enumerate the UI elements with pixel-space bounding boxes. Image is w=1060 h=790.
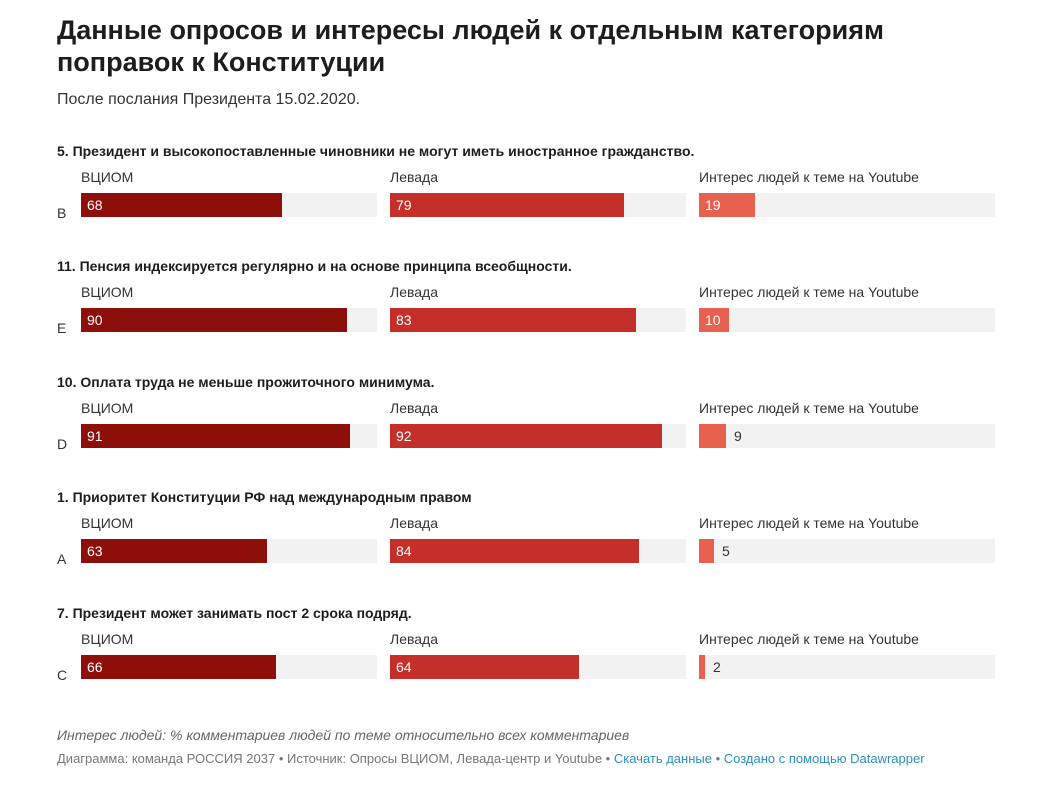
bar-track: 79 (390, 193, 686, 217)
column-label: Интерес людей к теме на Youtube (699, 169, 919, 185)
question-title: 5. Президент и высокопоставленные чиновн… (57, 143, 695, 159)
bar-track: 91 (81, 424, 377, 448)
column-label: Интерес людей к теме на Youtube (699, 400, 919, 416)
question-title: 1. Приоритет Конституции РФ над междунар… (57, 489, 472, 505)
footer-separator: • (711, 751, 724, 766)
bar-track: 19 (699, 193, 995, 217)
bar-vciom (81, 424, 350, 448)
question-group: 11. Пенсия индексируется регулярно и на … (57, 258, 1017, 358)
bar-youtube (699, 539, 714, 563)
chart-subtitle: После послания Президента 15.02.2020. (57, 91, 361, 108)
bar-youtube (699, 308, 729, 332)
bar-value-label: 10 (705, 312, 721, 328)
bar-value-label: 91 (87, 428, 103, 444)
bar-track: 63 (81, 539, 377, 563)
bar-track: 64 (390, 655, 686, 679)
bar-value-label: 79 (396, 197, 412, 213)
bar-value-label: 90 (87, 312, 103, 328)
column-label: ВЦИОМ (81, 400, 134, 416)
bar-value-label: 64 (396, 659, 412, 675)
question-title: 10. Оплата труда не меньше прожиточного … (57, 374, 435, 390)
column-label: Интерес людей к теме на Youtube (699, 284, 919, 300)
chart-title: Данные опросов и интересы людей к отдель… (57, 15, 884, 77)
column-vciom: ВЦИОМ 66 (81, 631, 377, 691)
bar-track: 5 (699, 539, 995, 563)
column-youtube: Интерес людей к теме на Youtube 5 (699, 515, 995, 575)
column-youtube: Интерес людей к теме на Youtube 9 (699, 400, 995, 460)
column-label: Левада (390, 284, 438, 300)
column-levada: Левада 79 (390, 169, 686, 229)
bar-value-label: 66 (87, 659, 103, 675)
question-group: 7. Президент может занимать пост 2 срока… (57, 605, 1017, 705)
bar-levada (390, 308, 636, 332)
bar-track: 90 (81, 308, 377, 332)
bar-vciom (81, 193, 282, 217)
source-text: Диаграмма: команда РОССИЯ 2037 • Источни… (57, 751, 614, 766)
question-title: 11. Пенсия индексируется регулярно и на … (57, 258, 572, 274)
bar-track: 83 (390, 308, 686, 332)
column-label: ВЦИОМ (81, 284, 134, 300)
row-label: A (57, 551, 67, 567)
column-label: Интерес людей к теме на Youtube (699, 515, 919, 531)
row-label: C (57, 667, 68, 683)
column-vciom: ВЦИОМ 91 (81, 400, 377, 460)
bar-track: 10 (699, 308, 995, 332)
bar-value-label: 2 (713, 659, 721, 675)
column-label: Левада (390, 400, 438, 416)
bar-value-label: 19 (705, 197, 721, 213)
column-label: Левада (390, 169, 438, 185)
bar-value-label: 83 (396, 312, 412, 328)
bar-track: 92 (390, 424, 686, 448)
bar-track: 66 (81, 655, 377, 679)
question-group: 1. Приоритет Конституции РФ над междунар… (57, 489, 1017, 589)
bar-vciom (81, 308, 347, 332)
row-label: D (57, 436, 68, 452)
column-youtube: Интерес людей к теме на Youtube 19 (699, 169, 995, 229)
bar-youtube (699, 655, 705, 679)
column-youtube: Интерес людей к теме на Youtube 10 (699, 284, 995, 344)
bar-vciom (81, 655, 276, 679)
bar-youtube (699, 193, 755, 217)
column-label: ВЦИОМ (81, 515, 134, 531)
footer-note: Интерес людей: % комментариев людей по т… (57, 727, 630, 743)
column-label: ВЦИОМ (81, 169, 134, 185)
bar-levada (390, 193, 624, 217)
bar-levada (390, 655, 579, 679)
column-vciom: ВЦИОМ 68 (81, 169, 377, 229)
datawrapper-link[interactable]: Создано с помощью Datawrapper (723, 751, 925, 766)
column-label: ВЦИОМ (81, 631, 134, 647)
bar-track: 68 (81, 193, 377, 217)
bar-value-label: 63 (87, 543, 103, 559)
download-data-link[interactable]: Скачать данные (613, 751, 712, 766)
column-youtube: Интерес людей к теме на Youtube 2 (699, 631, 995, 691)
bar-levada (390, 424, 662, 448)
column-vciom: ВЦИОМ 63 (81, 515, 377, 575)
footer-source: Диаграмма: команда РОССИЯ 2037 • Источни… (57, 751, 925, 766)
bar-track: 9 (699, 424, 995, 448)
question-group: 10. Оплата труда не меньше прожиточного … (57, 374, 1017, 474)
question-group: 5. Президент и высокопоставленные чиновн… (57, 143, 1017, 243)
bar-value-label: 84 (396, 543, 412, 559)
bar-youtube (699, 424, 726, 448)
bar-track: 84 (390, 539, 686, 563)
column-levada: Левада 92 (390, 400, 686, 460)
column-vciom: ВЦИОМ 90 (81, 284, 377, 344)
column-label: Интерес людей к теме на Youtube (699, 631, 919, 647)
bar-value-label: 5 (722, 543, 730, 559)
column-levada: Левада 64 (390, 631, 686, 691)
bar-value-label: 68 (87, 197, 103, 213)
bar-track: 2 (699, 655, 995, 679)
bar-levada (390, 539, 639, 563)
column-levada: Левада 83 (390, 284, 686, 344)
row-label: E (57, 320, 67, 336)
column-label: Левада (390, 515, 438, 531)
bar-vciom (81, 539, 267, 563)
row-label: B (57, 205, 67, 221)
column-levada: Левада 84 (390, 515, 686, 575)
bar-value-label: 92 (396, 428, 412, 444)
column-label: Левада (390, 631, 438, 647)
bar-value-label: 9 (734, 428, 742, 444)
question-title: 7. Президент может занимать пост 2 срока… (57, 605, 412, 621)
